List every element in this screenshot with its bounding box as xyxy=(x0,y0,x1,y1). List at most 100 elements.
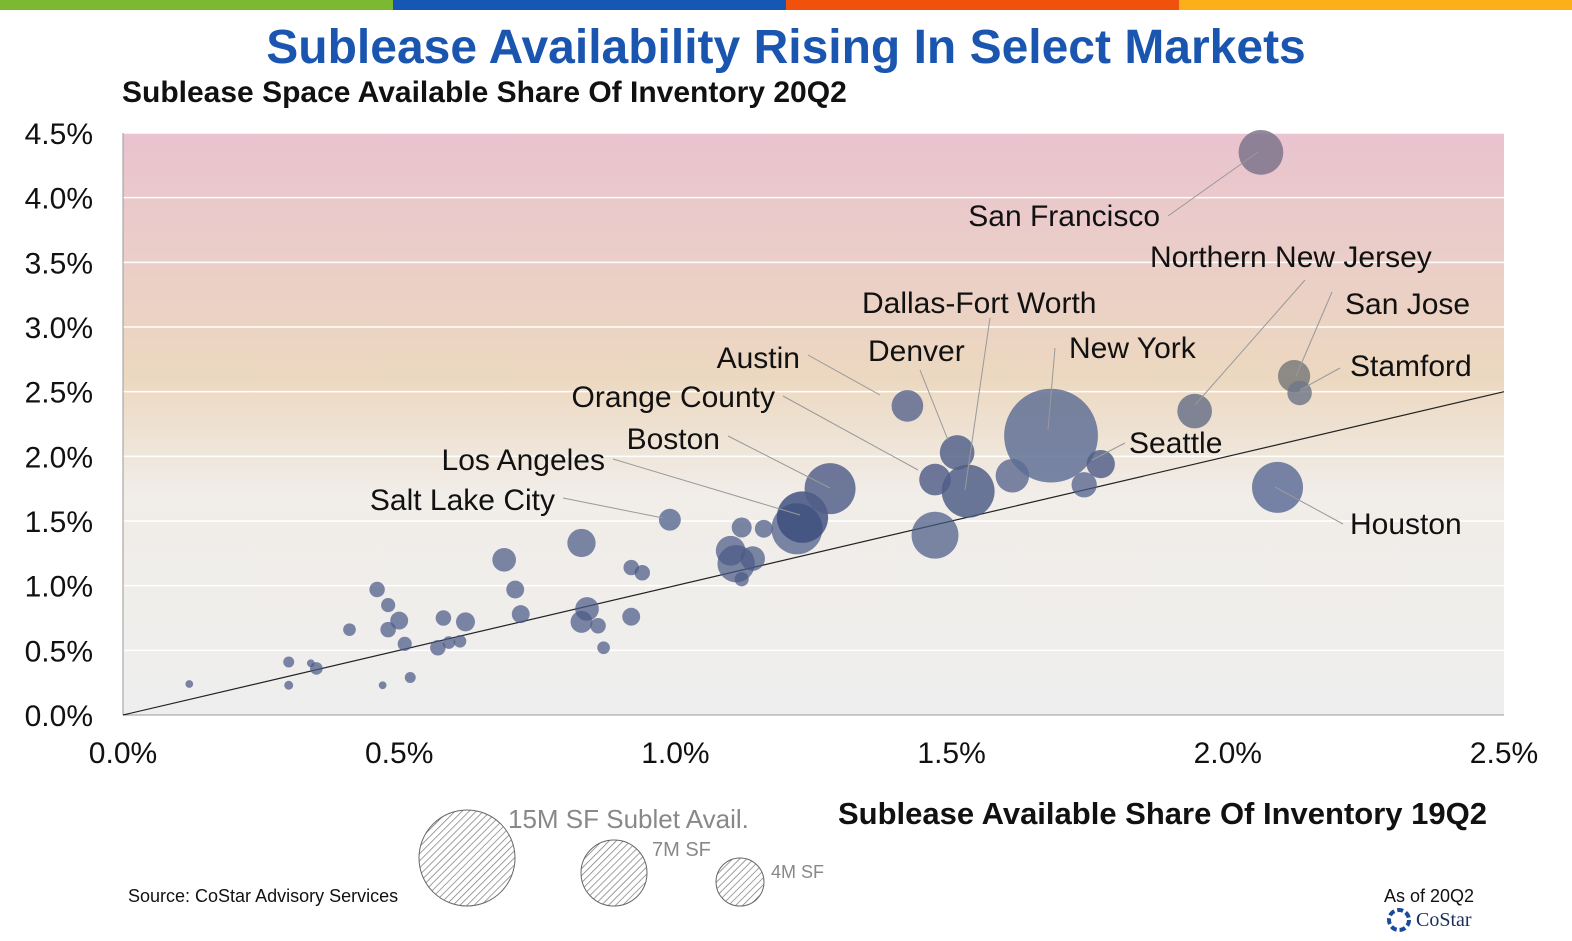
label-leader-line xyxy=(782,395,919,471)
bubble-series xyxy=(185,130,1312,690)
bubble-label: New York xyxy=(1069,332,1197,365)
bubble-point xyxy=(511,605,530,624)
bubble-label: San Francisco xyxy=(968,200,1160,233)
label-leader-line xyxy=(1274,486,1344,525)
bubble-point xyxy=(343,623,356,636)
bubble-label: Seattle xyxy=(1129,427,1222,460)
bubble-point xyxy=(456,612,475,632)
label-leader-line xyxy=(807,354,881,396)
as-of-note: As of 20Q2 xyxy=(1384,886,1475,906)
bubble-label: Houston xyxy=(1350,508,1462,541)
label-leader-line xyxy=(1047,347,1056,431)
label-leader-line xyxy=(964,317,991,491)
bubble-point xyxy=(622,607,641,626)
bubble-point xyxy=(911,511,959,559)
label-leader-line xyxy=(1295,291,1333,377)
top-color-bar xyxy=(0,0,1572,10)
bubble-point xyxy=(590,618,606,634)
bubble-point xyxy=(390,611,409,630)
reference-line xyxy=(122,391,1505,716)
size-legend-circle xyxy=(580,839,648,907)
source-note: Source: CoStar Advisory Services xyxy=(128,886,399,906)
bubble-point xyxy=(567,528,596,558)
axes: 0.0% 0.5% 1.0% 1.5% 2.0% 2.5% 3.0% 3.5% 4.0% 4.5%… xyxy=(25,118,1539,770)
size-legend-circle xyxy=(715,857,765,907)
label-leader-line xyxy=(562,497,664,519)
bubble-label: Austin xyxy=(717,342,800,375)
bubble-point xyxy=(435,610,452,626)
bubble-label: Stamford xyxy=(1350,350,1472,383)
bubble-point-labeled xyxy=(1086,449,1115,479)
bubble-point xyxy=(284,680,294,690)
top-bar-segment-orange xyxy=(786,0,1179,10)
bubble-point xyxy=(740,546,765,571)
bubble-point-labeled xyxy=(1238,130,1284,175)
y-tick-label: 2.0% xyxy=(25,441,93,474)
bubble-label: Denver xyxy=(868,335,965,368)
size-legend-label: 4M SF xyxy=(771,862,824,882)
x-tick-label: 0.0% xyxy=(89,737,157,770)
bubble-point xyxy=(453,634,467,648)
y-tick-label: 0.0% xyxy=(25,700,93,733)
bubble-point-labeled xyxy=(1004,388,1098,483)
y-tick-label: 4.5% xyxy=(25,118,93,151)
bubble-label: Boston xyxy=(627,423,720,456)
bubble-point xyxy=(1071,472,1097,498)
top-bar-segment-blue xyxy=(393,0,786,10)
bubble-point xyxy=(185,680,194,688)
bubble-point xyxy=(597,641,610,655)
bubble-point xyxy=(634,564,651,581)
bubble-label: Salt Lake City xyxy=(370,484,555,517)
bubble-point-labeled xyxy=(941,464,995,518)
bubble-point-labeled xyxy=(891,390,924,422)
bubble-point xyxy=(492,547,516,572)
bubble-point xyxy=(397,636,412,651)
y-tick-label: 4.0% xyxy=(25,183,93,216)
label-leader-line xyxy=(1194,279,1306,406)
bubble-point xyxy=(381,597,396,613)
bubble-labels: San Francisco Northern New Jersey San Jose… xyxy=(370,200,1472,541)
label-leader-line xyxy=(919,369,949,441)
bubble-point-labeled xyxy=(939,435,975,470)
bubble-point xyxy=(506,580,525,599)
y-axis-title: Sublease Space Available Share Of Invent… xyxy=(122,76,847,109)
bubble-point-labeled xyxy=(1177,393,1212,429)
label-leader-lines xyxy=(562,151,1344,525)
plot-background xyxy=(123,133,1504,715)
y-tick-label: 0.5% xyxy=(25,635,93,668)
bubble-point-labeled xyxy=(1252,461,1304,513)
x-tick-label: 0.5% xyxy=(365,737,433,770)
bubble-point xyxy=(734,572,749,587)
x-tick-label: 1.5% xyxy=(917,737,985,770)
bubble-point xyxy=(430,640,446,656)
bubble-label: Orange County xyxy=(572,381,775,414)
x-tick-label: 2.0% xyxy=(1194,737,1262,770)
label-leader-line xyxy=(1167,151,1259,217)
x-tick-label: 2.5% xyxy=(1470,737,1538,770)
bubble-point xyxy=(369,581,385,598)
bubble-point xyxy=(283,656,295,668)
size-legend: 15M SF Sublet Avail. 7M SF 4M SF xyxy=(418,804,824,907)
bubble-label: Dallas-Fort Worth xyxy=(862,287,1097,320)
y-tick-label: 1.0% xyxy=(25,571,93,604)
top-bar-segment-green xyxy=(0,0,393,10)
bubble-point xyxy=(442,636,456,649)
x-axis-title: Sublease Available Share Of Inventory 19… xyxy=(838,796,1487,831)
label-leader-line xyxy=(1299,367,1341,391)
label-leader-line xyxy=(612,458,801,516)
bubble-point-labeled xyxy=(804,463,856,515)
costar-logo: CoStar xyxy=(1384,905,1504,935)
size-legend-circle xyxy=(418,809,516,907)
bubble-point xyxy=(754,519,773,538)
costar-star-icon xyxy=(1387,908,1411,932)
y-tick-label: 1.5% xyxy=(25,506,93,539)
bubble-point-labeled xyxy=(658,508,681,531)
x-tick-label: 1.0% xyxy=(641,737,709,770)
page-title: Sublease Availability Rising In Select M… xyxy=(266,21,1306,74)
reference-diagonal-line xyxy=(122,391,1505,716)
top-bar-segment-yellow xyxy=(1179,0,1572,10)
y-tick-label: 3.5% xyxy=(25,247,93,280)
bubble-point-labeled xyxy=(1287,380,1312,406)
bubble-label: Northern New Jersey xyxy=(1150,241,1432,274)
